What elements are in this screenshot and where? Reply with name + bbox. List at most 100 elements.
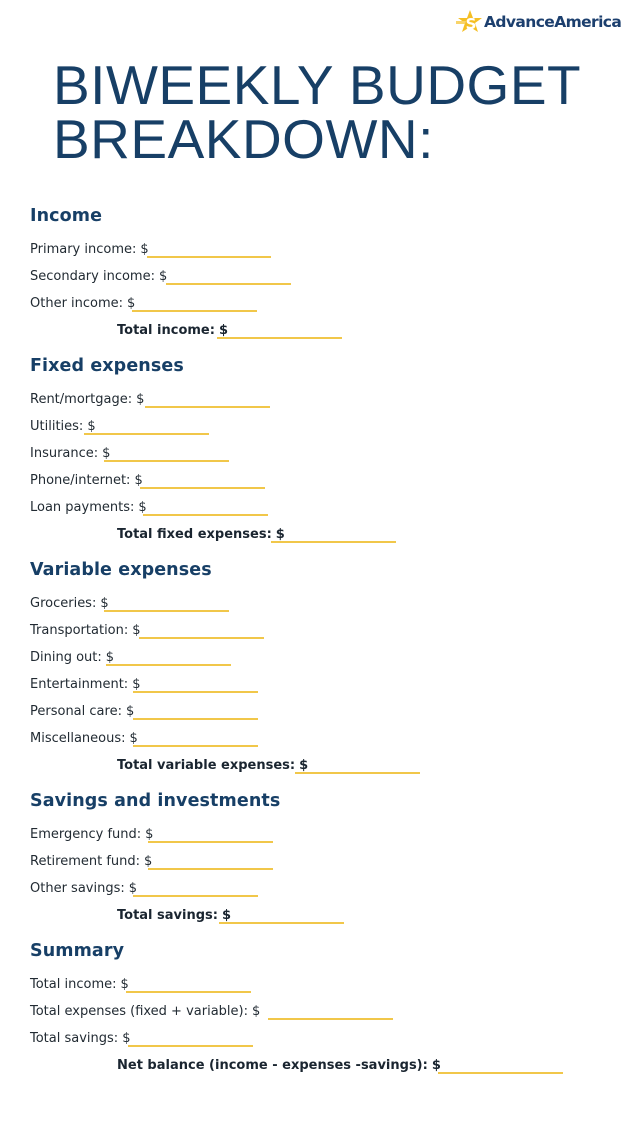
- section-heading-income: Income: [30, 206, 103, 226]
- field-summary-total-expenses: Total expenses (fixed + variable): $: [30, 1000, 260, 1020]
- input-groceries[interactable]: [104, 610, 229, 612]
- currency-symbol: $: [138, 500, 147, 515]
- field-emergency-fund: Emergency fund: $: [30, 823, 153, 843]
- input-loan-payments[interactable]: [143, 514, 268, 516]
- input-utilities[interactable]: [84, 433, 209, 435]
- field-other-savings: Other savings: $: [30, 877, 137, 897]
- field-label: Total savings:: [30, 1031, 119, 1046]
- input-dining-out[interactable]: [106, 664, 231, 666]
- input-primary-income[interactable]: [147, 256, 271, 258]
- input-total-fixed-expenses[interactable]: [271, 541, 396, 543]
- field-loan-payments: Loan payments: $: [30, 496, 147, 516]
- field-label: Entertainment:: [30, 677, 129, 692]
- field-total-savings: Total savings: $: [117, 904, 231, 924]
- field-label: Total savings:: [117, 908, 218, 923]
- input-total-variable-expenses[interactable]: [295, 772, 420, 774]
- input-summary-total-savings[interactable]: [128, 1045, 253, 1047]
- input-rent-mortgage[interactable]: [145, 406, 270, 408]
- input-entertainment[interactable]: [133, 691, 258, 693]
- page-title-line-1: BIWEEKLY BUDGET: [53, 54, 582, 116]
- field-retirement-fund: Retirement fund: $: [30, 850, 152, 870]
- field-transportation: Transportation: $: [30, 619, 141, 639]
- field-utilities: Utilities: $: [30, 415, 96, 435]
- field-miscellaneous: Miscellaneous: $: [30, 727, 138, 747]
- section-heading-variable-expenses: Variable expenses: [30, 560, 212, 580]
- field-net-balance: Net balance (income - expenses -savings)…: [117, 1054, 441, 1074]
- input-summary-total-expenses[interactable]: [268, 1018, 393, 1020]
- field-dining-out: Dining out: $: [30, 646, 114, 666]
- currency-symbol: $: [140, 242, 149, 257]
- field-groceries: Groceries: $: [30, 592, 109, 612]
- field-secondary-income: Secondary income: $: [30, 265, 167, 285]
- field-phone-internet: Phone/internet: $: [30, 469, 143, 489]
- currency-symbol: $: [122, 1031, 131, 1046]
- input-other-income[interactable]: [132, 310, 257, 312]
- field-label: Total income:: [117, 323, 215, 338]
- field-summary-total-income: Total income: $: [30, 973, 129, 993]
- field-label: Other savings:: [30, 881, 125, 896]
- input-other-savings[interactable]: [133, 895, 258, 897]
- currency-symbol: $: [136, 392, 145, 407]
- currency-symbol: $: [299, 758, 309, 773]
- currency-symbol: $: [127, 296, 136, 311]
- field-other-income: Other income: $: [30, 292, 135, 312]
- input-secondary-income[interactable]: [166, 283, 291, 285]
- svg-text:S: S: [466, 15, 477, 33]
- currency-symbol: $: [431, 1058, 441, 1073]
- field-total-fixed-expenses: Total fixed expenses: $: [117, 523, 285, 543]
- field-label: Total variable expenses:: [117, 758, 296, 773]
- field-label: Total expenses (fixed + variable):: [30, 1004, 248, 1019]
- field-label: Utilities:: [30, 419, 84, 434]
- currency-symbol: $: [158, 269, 168, 284]
- input-retirement-fund[interactable]: [148, 868, 273, 870]
- page-title-line-2: BREAKDOWN:: [53, 108, 434, 170]
- field-label: Other income:: [30, 296, 124, 311]
- section-heading-fixed-expenses: Fixed expenses: [30, 356, 184, 376]
- brand-name: AdvanceAmerica: [484, 13, 622, 31]
- input-total-savings[interactable]: [219, 922, 344, 924]
- input-miscellaneous[interactable]: [133, 745, 258, 747]
- star-dollar-icon: S: [456, 10, 482, 33]
- field-label: Emergency fund:: [30, 827, 142, 842]
- field-label: Insurance:: [30, 446, 99, 461]
- input-phone-internet[interactable]: [140, 487, 265, 489]
- currency-symbol: $: [125, 704, 135, 719]
- field-label: Miscellaneous:: [30, 731, 126, 746]
- input-summary-total-income[interactable]: [126, 991, 251, 993]
- input-insurance[interactable]: [104, 460, 229, 462]
- input-transportation[interactable]: [139, 637, 264, 639]
- brand-logo: S AdvanceAmerica: [456, 8, 622, 36]
- field-label: Groceries:: [30, 596, 97, 611]
- currency-symbol: $: [129, 731, 138, 746]
- input-personal-care[interactable]: [133, 718, 258, 720]
- input-net-balance[interactable]: [438, 1072, 563, 1074]
- field-label: Rent/mortgage:: [30, 392, 133, 407]
- currency-symbol: $: [128, 881, 138, 896]
- currency-symbol: $: [120, 977, 129, 992]
- field-insurance: Insurance: $: [30, 442, 110, 462]
- field-label: Net balance (income - expenses -savings)…: [117, 1058, 428, 1073]
- input-total-income[interactable]: [217, 337, 342, 339]
- currency-symbol: $: [144, 854, 153, 869]
- currency-symbol: $: [221, 908, 232, 923]
- field-label: Total income:: [30, 977, 117, 992]
- field-total-variable-expenses: Total variable expenses: $: [117, 754, 308, 774]
- section-heading-summary: Summary: [30, 941, 125, 961]
- currency-symbol: $: [105, 650, 115, 665]
- currency-symbol: $: [145, 827, 154, 842]
- field-entertainment: Entertainment: $: [30, 673, 140, 693]
- field-label: Transportation:: [30, 623, 129, 638]
- field-primary-income: Primary income: $: [30, 238, 149, 258]
- field-label: Personal care:: [30, 704, 122, 719]
- field-label: Secondary income:: [30, 269, 155, 284]
- field-label: Primary income:: [30, 242, 137, 257]
- currency-symbol: $: [134, 473, 143, 488]
- currency-symbol: $: [251, 1004, 261, 1019]
- section-heading-savings: Savings and investments: [30, 791, 281, 811]
- currency-symbol: $: [87, 419, 96, 434]
- field-personal-care: Personal care: $: [30, 700, 134, 720]
- field-label: Phone/internet:: [30, 473, 131, 488]
- currency-symbol: $: [132, 623, 141, 638]
- field-label: Loan payments:: [30, 500, 135, 515]
- input-emergency-fund[interactable]: [148, 841, 273, 843]
